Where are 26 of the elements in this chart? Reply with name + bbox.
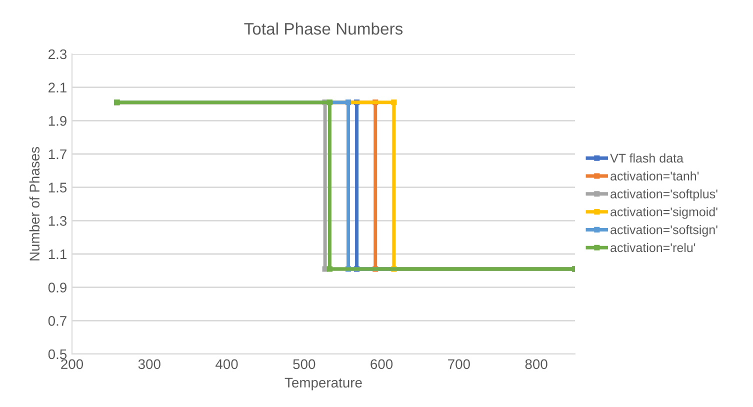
y-tick-label: 1.5: [48, 182, 67, 193]
legend-label: VT flash data: [610, 153, 684, 163]
y-tick-label: 0.7: [48, 316, 66, 326]
y-tick-label: 1.9: [48, 116, 66, 126]
y-tick-label: 2.3: [48, 49, 67, 60]
legend-label: activation='softsign': [610, 225, 718, 237]
y-tick-label: 2.1: [48, 82, 66, 92]
legend-label: activation='softplus': [610, 189, 718, 201]
x-axis-title: Temperature: [284, 378, 362, 390]
y-tick-label: 1.3: [48, 216, 67, 226]
x-tick-label: 800: [525, 359, 548, 370]
y-axis-title: Number of Phases: [29, 146, 40, 260]
chart-title: Total Phase Numbers: [244, 22, 403, 35]
legend-label: activation='sigmoid': [610, 207, 718, 219]
x-tick-label: 500: [293, 359, 316, 370]
legend-label: activation='tanh': [610, 171, 699, 180]
x-tick-label: 600: [370, 359, 393, 370]
y-tick-label: 1.7: [48, 149, 66, 160]
y-tick-label: 1.1: [48, 249, 66, 260]
y-tick-label: 0.9: [48, 282, 66, 293]
legend-label: activation='relu': [610, 242, 696, 252]
x-tick-label: 700: [448, 359, 470, 370]
x-tick-label: 400: [216, 359, 238, 370]
x-tick-label: 200: [61, 359, 84, 370]
y-tick-label: 0.5: [48, 349, 67, 360]
x-tick-label: 300: [138, 359, 160, 370]
